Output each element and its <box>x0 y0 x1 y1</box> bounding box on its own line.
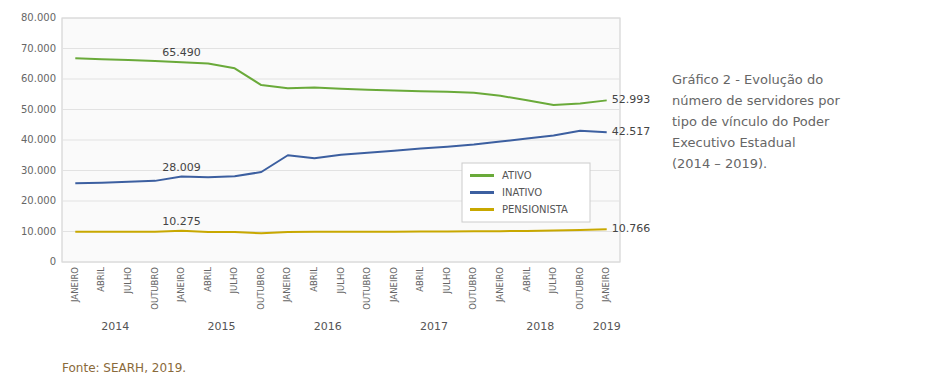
x-tick-label: OUTUBRO <box>575 267 585 310</box>
x-tick-label: JULHO <box>229 267 239 295</box>
year-label: 2019 <box>593 320 621 333</box>
series-line <box>75 131 606 183</box>
x-tick-label: OUTUBRO <box>468 267 478 310</box>
y-tick-label: 50.000 <box>21 104 56 115</box>
chart-container: 0 10.000 20.000 30.000 40.000 50.000 60.000 70.… <box>0 0 928 384</box>
series-line <box>75 229 606 233</box>
year-label: 2015 <box>207 320 235 333</box>
y-tick-label: 20.000 <box>21 195 56 206</box>
grid-line <box>62 48 620 49</box>
grid-line <box>62 109 620 110</box>
legend-box <box>462 163 590 222</box>
annotation: 28.009 <box>162 161 201 174</box>
x-tick-label: JANEIRO <box>601 267 611 303</box>
y-tick-label: 70.000 <box>21 43 56 54</box>
series-group <box>75 58 606 233</box>
year-label: 2018 <box>526 320 554 333</box>
y-tick-label: 60.000 <box>21 73 56 84</box>
chart-svg: 0 10.000 20.000 30.000 40.000 50.000 60.000 70.… <box>0 0 928 384</box>
x-tick-label: JULHO <box>548 267 558 295</box>
legend-swatch <box>470 174 494 177</box>
legend-swatch <box>470 191 494 194</box>
y-tick-label: 10.000 <box>21 226 56 237</box>
annotation: 42.517 <box>612 125 651 138</box>
source-note: Fonte: SEARH, 2019. <box>62 361 186 375</box>
x-tick-label: ABRIL <box>415 267 425 292</box>
x-tick-label: ABRIL <box>522 267 532 292</box>
y-tick-label: 30.000 <box>21 165 56 176</box>
x-tick-label: JULHO <box>123 267 133 295</box>
x-tick-label: ABRIL <box>309 267 319 292</box>
y-tick-label: 80.000 <box>21 12 56 23</box>
annotation: 10.766 <box>612 222 651 235</box>
x-tick-label: JANEIRO <box>389 267 399 303</box>
x-tick-label: JANEIRO <box>176 267 186 303</box>
legend-label: INATIVO <box>502 187 542 198</box>
annotation: 52.993 <box>612 93 651 106</box>
x-tick-label: JULHO <box>442 267 452 295</box>
grid-line <box>62 18 620 19</box>
year-label: 2017 <box>420 320 448 333</box>
x-tick-label: ABRIL <box>96 267 106 292</box>
x-tick-label: JANEIRO <box>282 267 292 303</box>
x-tick-label: JULHO <box>336 267 346 295</box>
y-tick-label: 40.000 <box>21 134 56 145</box>
legend-swatch <box>470 208 494 211</box>
year-label: 2014 <box>101 320 129 333</box>
x-tick-label: JANEIRO <box>495 267 505 303</box>
grid-line <box>62 262 620 263</box>
annotation: 10.275 <box>162 215 201 228</box>
y-tick-label: 0 <box>50 256 56 267</box>
grid-line <box>62 79 620 80</box>
grid-line <box>62 140 620 141</box>
legend-label: ATIVO <box>502 170 532 181</box>
year-label: 2016 <box>314 320 342 333</box>
x-tick-label: OUTUBRO <box>150 267 160 310</box>
series-line <box>75 58 606 105</box>
plot-frame <box>62 18 620 262</box>
x-tick-label: ABRIL <box>203 267 213 292</box>
x-tick-label: OUTUBRO <box>256 267 266 310</box>
x-tick-label: OUTUBRO <box>362 267 372 310</box>
legend-label: PENSIONISTA <box>502 204 568 215</box>
legend: ATIVO INATIVO PENSIONISTA <box>462 163 590 222</box>
annotation: 65.490 <box>162 46 201 59</box>
x-tick-label: JANEIRO <box>70 267 80 303</box>
caption: Gráfico 2 - Evolução donúmero de servido… <box>672 72 840 171</box>
